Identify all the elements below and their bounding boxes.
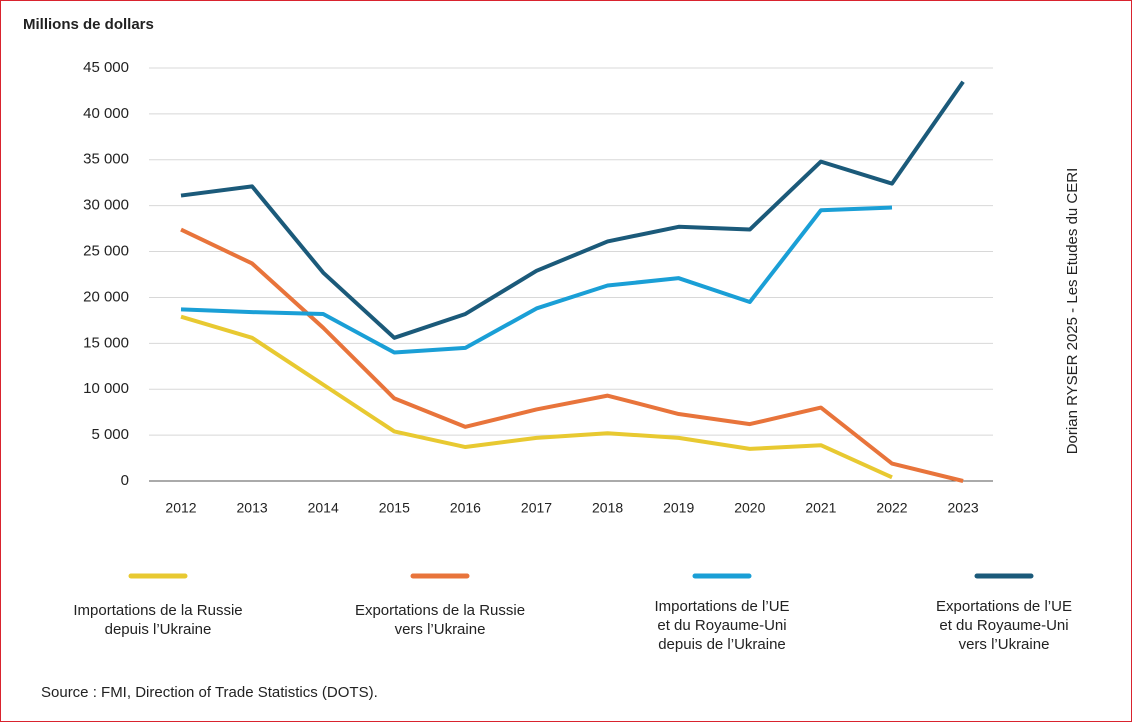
y-tick-label: 40 000 [83, 105, 129, 122]
legend-label: Exportations de la Russie vers l’Ukraine [354, 602, 526, 638]
x-tick-label: 2015 [379, 500, 410, 516]
series-line [180, 205, 893, 355]
x-tick-label: 2013 [237, 500, 268, 516]
y-tick-label: 25 000 [83, 243, 129, 260]
y-tick-label: 45 000 [83, 59, 129, 76]
y-tick-label: 20 000 [83, 288, 129, 305]
legend-label: Importations de l’UE et du Royaume-Uni d… [654, 598, 790, 653]
x-tick-label: 2022 [876, 500, 907, 516]
x-tick-label: 2023 [948, 500, 979, 516]
series-line [180, 314, 893, 480]
y-tick-label: 30 000 [83, 197, 129, 214]
y-tick-label: 10 000 [83, 380, 129, 397]
x-tick-label: 2014 [308, 500, 339, 516]
x-tick-label: 2016 [450, 500, 481, 516]
y-axis-label: Millions de dollars [23, 16, 154, 33]
annotation: Dorian RYSER 2025 - Les Etudes du CERI [1064, 168, 1081, 455]
x-tick-label: 2021 [805, 500, 836, 516]
series-line [180, 227, 964, 483]
series-line [180, 80, 965, 340]
x-tick-label: 2017 [521, 500, 552, 516]
x-tick-label: 2019 [663, 500, 694, 516]
y-tick-label: 0 [121, 472, 129, 489]
y-tick-label: 15 000 [83, 334, 129, 351]
y-tick-label: 5 000 [91, 426, 129, 443]
y-tick-label: 35 000 [83, 151, 129, 168]
x-tick-label: 2020 [734, 500, 765, 516]
source: Source : FMI, Direction of Trade Statist… [41, 684, 378, 701]
x-tick-label: 2012 [165, 500, 196, 516]
x-tick-label: 2018 [592, 500, 623, 516]
legend-label: Exportations de l’UE et du Royaume-Uni v… [936, 598, 1072, 653]
legend-label: Importations de la Russie depuis l’Ukrai… [73, 602, 243, 638]
